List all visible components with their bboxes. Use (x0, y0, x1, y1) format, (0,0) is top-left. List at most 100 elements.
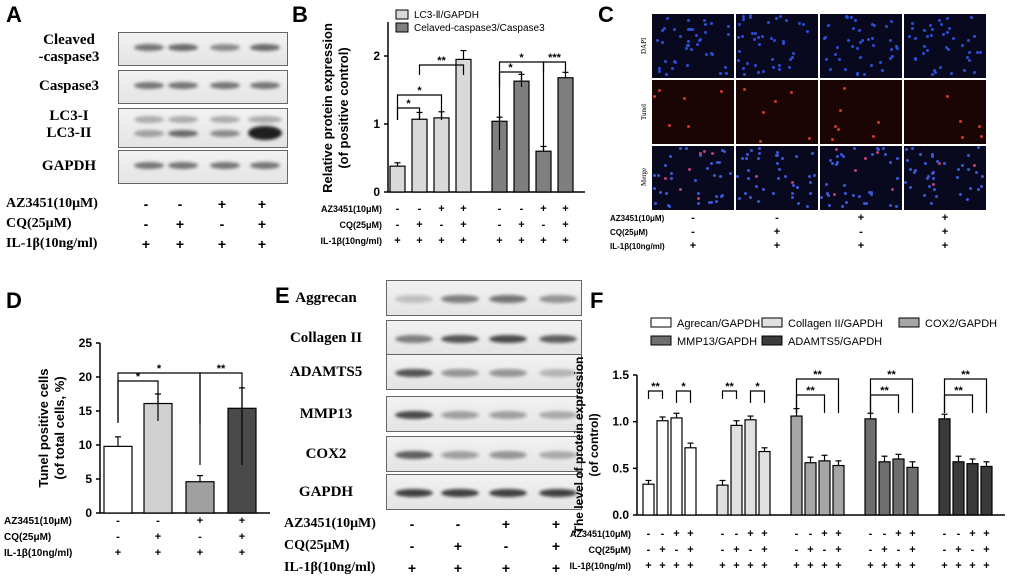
y-tick-label: 1.5 (612, 368, 629, 382)
cell-nucleus (658, 69, 662, 73)
cell-nucleus (866, 37, 870, 41)
condition-sign: + (407, 560, 417, 576)
bar (804, 462, 817, 516)
condition-sign: + (909, 544, 915, 556)
cell-nucleus (658, 88, 662, 92)
condition-sign: + (239, 515, 245, 527)
blot-band (118, 70, 288, 104)
condition-sign: + (659, 560, 665, 572)
cell-nucleus (911, 147, 914, 151)
cell-nucleus (965, 56, 969, 60)
cell-nucleus (976, 146, 980, 150)
cell-nucleus (927, 175, 931, 179)
condition-sign: + (773, 226, 781, 238)
cell-nucleus (715, 160, 719, 164)
cell-nucleus (914, 56, 918, 60)
condition-sign: + (496, 235, 502, 247)
cell-nucleus (791, 55, 795, 59)
cell-nucleus (877, 121, 881, 125)
cell-nucleus (711, 114, 714, 117)
cell-nucleus (667, 123, 671, 127)
cell-nucleus (894, 44, 898, 48)
cell-nucleus (659, 80, 662, 83)
cell-nucleus (851, 27, 855, 31)
condition-sign: + (835, 544, 841, 556)
cell-nucleus (889, 38, 893, 42)
condition-sign: + (955, 544, 961, 556)
cell-nucleus (881, 146, 885, 150)
cell-nucleus (855, 47, 859, 51)
condition-sign: + (835, 560, 841, 572)
cell-nucleus (710, 108, 713, 111)
band-label: Cleaved -caspase3 (20, 32, 118, 66)
cell-nucleus (654, 202, 658, 206)
condition-sign: - (775, 212, 779, 224)
cell-nucleus (889, 48, 893, 52)
cell-nucleus (841, 155, 845, 159)
cell-nucleus (859, 40, 863, 44)
cell-nucleus (718, 140, 721, 143)
condition-sign: - (498, 203, 502, 215)
condition-sign: + (773, 240, 781, 252)
cell-nucleus (891, 187, 895, 191)
cell-nucleus (703, 150, 707, 154)
cell-nucleus (710, 161, 714, 165)
condition-sign: - (897, 544, 901, 556)
y-tick-label: 0.0 (612, 508, 629, 522)
blot-spot (489, 295, 527, 303)
condition-label: IL-1β(10ng/ml) (610, 242, 665, 251)
cell-nucleus (875, 150, 879, 154)
cell-nucleus (825, 182, 829, 186)
cell-nucleus (720, 105, 723, 108)
cell-nucleus (861, 39, 865, 43)
cell-nucleus (940, 23, 944, 27)
cell-nucleus (668, 204, 672, 208)
sig-bracket (749, 390, 766, 403)
cell-nucleus (687, 125, 691, 129)
chart-b: 0 1 2 Relative protein expression (of positi… (320, 9, 585, 247)
blot-spot (134, 43, 164, 51)
y-axis-label-2: (of total cells, %) (52, 376, 67, 479)
cell-nucleus (865, 125, 868, 128)
cell-nucleus (777, 63, 781, 67)
condition-sign: + (217, 236, 227, 252)
blot-spot (441, 489, 479, 497)
cell-nucleus (896, 157, 900, 161)
cell-nucleus (955, 176, 959, 180)
cell-nucleus (740, 157, 744, 161)
cell-nucleus (887, 114, 890, 117)
bar (906, 466, 919, 516)
band-label: GAPDH (20, 158, 118, 175)
cell-nucleus (766, 85, 769, 88)
cell-nucleus (785, 95, 788, 98)
condition-sign: - (177, 196, 183, 212)
cell-nucleus (794, 132, 797, 135)
row-label: DAPI (640, 37, 648, 54)
cell-nucleus (742, 66, 746, 70)
blot-spot (395, 489, 433, 497)
cell-nucleus (652, 186, 656, 190)
blot-spot (248, 115, 282, 123)
cell-nucleus (908, 168, 912, 172)
cell-nucleus (929, 23, 933, 27)
cell-nucleus (909, 86, 912, 89)
cell-nucleus (761, 35, 765, 39)
cell-nucleus (767, 20, 771, 24)
blot-spot (134, 115, 164, 123)
cell-nucleus (928, 185, 932, 189)
condition-sign: - (957, 528, 961, 540)
blot-spot (539, 335, 577, 343)
band-label-line: -caspase3 (38, 49, 100, 65)
cell-nucleus (828, 204, 832, 208)
legend-swatch (898, 317, 920, 328)
cell-nucleus (933, 69, 937, 73)
y-axis-label-2: (of positive control) (336, 47, 351, 168)
cell-nucleus (687, 40, 691, 44)
cell-nucleus (684, 146, 688, 150)
cell-nucleus (972, 164, 976, 168)
cell-nucleus (663, 121, 666, 124)
cell-nucleus (756, 35, 760, 39)
cell-nucleus (736, 35, 740, 39)
cell-nucleus (726, 33, 730, 37)
cell-nucleus (945, 30, 949, 34)
